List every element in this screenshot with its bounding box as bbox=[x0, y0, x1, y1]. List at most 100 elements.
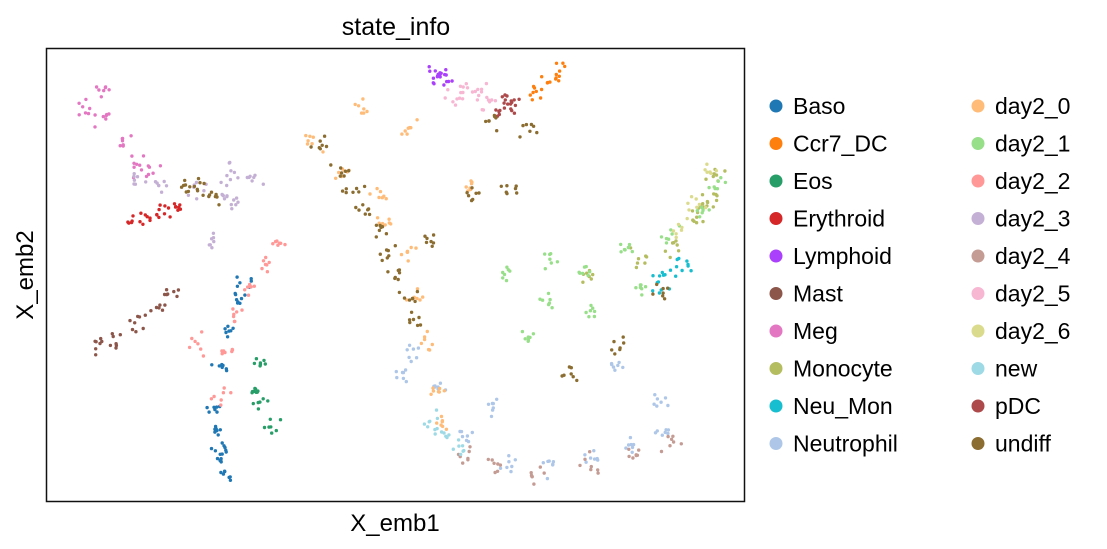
point-undiff bbox=[655, 282, 659, 287]
point-neutrophil bbox=[513, 458, 517, 462]
point-day2-0 bbox=[361, 97, 365, 101]
point-lymphoid bbox=[446, 79, 451, 84]
point-baso bbox=[205, 405, 209, 410]
point-undiff bbox=[415, 289, 420, 294]
series-mast bbox=[93, 288, 181, 357]
point-monocyte bbox=[711, 205, 715, 209]
point-undiff bbox=[309, 145, 313, 149]
point-pdc bbox=[498, 108, 502, 113]
point-mast bbox=[133, 321, 137, 325]
y-axis-label: X_emb2 bbox=[12, 230, 39, 319]
point-day2-1 bbox=[589, 303, 593, 308]
point-new bbox=[447, 433, 451, 437]
legend-marker-pdc bbox=[971, 399, 985, 413]
point-day2-4 bbox=[679, 442, 683, 446]
point-undiff bbox=[499, 184, 503, 188]
point-neutrophil bbox=[592, 449, 596, 453]
point-meg bbox=[93, 113, 97, 117]
legend-item-undiff: undiff bbox=[971, 431, 1051, 457]
legend-label-day2-0: day2_0 bbox=[995, 93, 1070, 119]
point-undiff bbox=[362, 184, 367, 189]
point-day2-3 bbox=[159, 190, 164, 194]
point-ccr7-dc bbox=[557, 79, 561, 83]
point-day2-1 bbox=[505, 265, 509, 269]
point-meg bbox=[139, 168, 144, 172]
point-meg bbox=[135, 162, 139, 166]
point-day2-1 bbox=[643, 285, 648, 289]
point-new bbox=[457, 444, 461, 448]
point-day2-3 bbox=[220, 192, 224, 197]
point-monocyte bbox=[701, 219, 705, 224]
point-neutrophil bbox=[628, 435, 633, 440]
point-neutrophil bbox=[507, 460, 511, 464]
point-day2-2 bbox=[187, 345, 192, 350]
point-day2-4 bbox=[578, 463, 582, 468]
point-day2-2 bbox=[219, 398, 223, 402]
point-undiff bbox=[384, 232, 389, 236]
point-undiff bbox=[513, 186, 518, 191]
point-eos bbox=[262, 358, 266, 363]
point-baso bbox=[238, 281, 242, 285]
point-day2-6 bbox=[679, 228, 684, 232]
legend-label-mast: Mast bbox=[793, 281, 843, 307]
point-day2-6 bbox=[695, 205, 699, 209]
point-day2-1 bbox=[531, 332, 536, 336]
legend-marker-ccr7-dc bbox=[769, 137, 783, 150]
point-day2-0 bbox=[427, 348, 432, 352]
point-undiff bbox=[408, 320, 412, 325]
point-undiff bbox=[431, 233, 436, 237]
point-meg bbox=[132, 161, 136, 165]
point-erythroid bbox=[138, 220, 142, 224]
point-ccr7-dc bbox=[554, 61, 559, 65]
point-ccr7-dc bbox=[540, 75, 544, 79]
point-undiff bbox=[217, 203, 221, 207]
point-day2-0 bbox=[470, 180, 474, 184]
point-day2-6 bbox=[697, 202, 702, 207]
point-day2-3 bbox=[261, 182, 265, 186]
point-undiff bbox=[196, 176, 201, 181]
point-undiff bbox=[569, 372, 573, 376]
point-baso bbox=[207, 410, 211, 414]
point-undiff bbox=[487, 119, 491, 123]
point-undiff bbox=[410, 296, 415, 301]
point-monocyte bbox=[714, 173, 719, 177]
point-neu-mon bbox=[651, 289, 655, 293]
legend-item-ccr7-dc: Ccr7_DC bbox=[769, 131, 888, 157]
point-neutrophil bbox=[491, 406, 495, 410]
point-day2-3 bbox=[222, 197, 227, 201]
point-day2-1 bbox=[540, 298, 545, 302]
point-undiff bbox=[567, 365, 572, 369]
point-day2-1 bbox=[664, 241, 669, 245]
point-neutrophil bbox=[653, 393, 657, 397]
point-day2-1 bbox=[526, 338, 531, 342]
point-monocyte bbox=[723, 169, 727, 173]
point-undiff bbox=[661, 294, 665, 298]
point-day2-6 bbox=[703, 168, 707, 172]
point-meg bbox=[103, 85, 108, 90]
point-day2-1 bbox=[669, 228, 673, 232]
point-day2-4 bbox=[538, 465, 542, 469]
point-day2-0 bbox=[321, 150, 325, 154]
point-erythroid bbox=[168, 215, 172, 219]
point-day2-4 bbox=[627, 454, 631, 459]
point-baso bbox=[233, 291, 237, 296]
point-monocyte bbox=[589, 277, 593, 281]
point-day2-1 bbox=[548, 252, 552, 257]
point-undiff bbox=[354, 205, 358, 210]
point-day2-0 bbox=[422, 335, 427, 339]
point-eos bbox=[251, 401, 255, 406]
point-undiff bbox=[524, 122, 529, 127]
point-day2-1 bbox=[546, 291, 551, 296]
point-day2-0 bbox=[399, 252, 404, 257]
point-meg bbox=[129, 134, 133, 138]
point-lymphoid bbox=[450, 79, 454, 83]
point-day2-5 bbox=[461, 85, 465, 89]
point-eos bbox=[274, 428, 278, 433]
point-monocyte bbox=[675, 243, 679, 247]
point-pdc bbox=[512, 111, 517, 115]
point-day2-4 bbox=[596, 471, 600, 475]
point-undiff bbox=[343, 169, 348, 173]
point-day2-1 bbox=[506, 268, 510, 272]
point-day2-1 bbox=[577, 270, 581, 274]
point-day2-0 bbox=[422, 337, 427, 342]
